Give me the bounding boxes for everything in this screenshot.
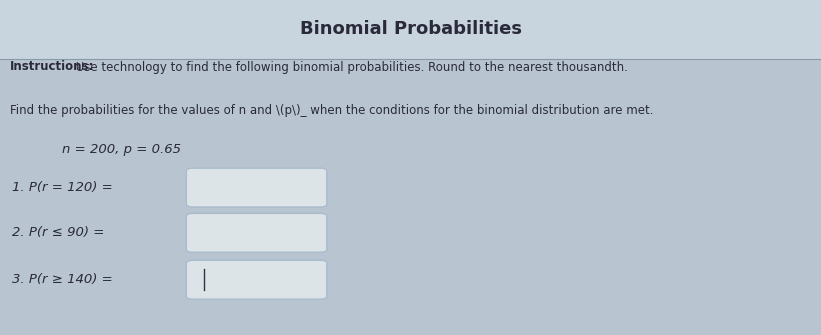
Text: Use technology to find the following binomial probabilities. Round to the neares: Use technology to find the following bin… — [72, 61, 628, 73]
Text: 1. P(r = 120) =: 1. P(r = 120) = — [12, 181, 113, 194]
Text: Instructions:: Instructions: — [10, 61, 94, 73]
Text: Binomial Probabilities: Binomial Probabilities — [300, 20, 521, 38]
FancyBboxPatch shape — [186, 260, 327, 299]
Text: Find the probabilities for the values of n and \(p\)_ when the conditions for th: Find the probabilities for the values of… — [10, 104, 654, 117]
Text: 2. P(r ≤ 90) =: 2. P(r ≤ 90) = — [12, 226, 105, 239]
Text: n = 200, p = 0.65: n = 200, p = 0.65 — [62, 143, 181, 155]
FancyBboxPatch shape — [0, 0, 821, 59]
FancyBboxPatch shape — [186, 213, 327, 252]
FancyBboxPatch shape — [186, 168, 327, 207]
Text: 3. P(r ≥ 140) =: 3. P(r ≥ 140) = — [12, 273, 113, 286]
